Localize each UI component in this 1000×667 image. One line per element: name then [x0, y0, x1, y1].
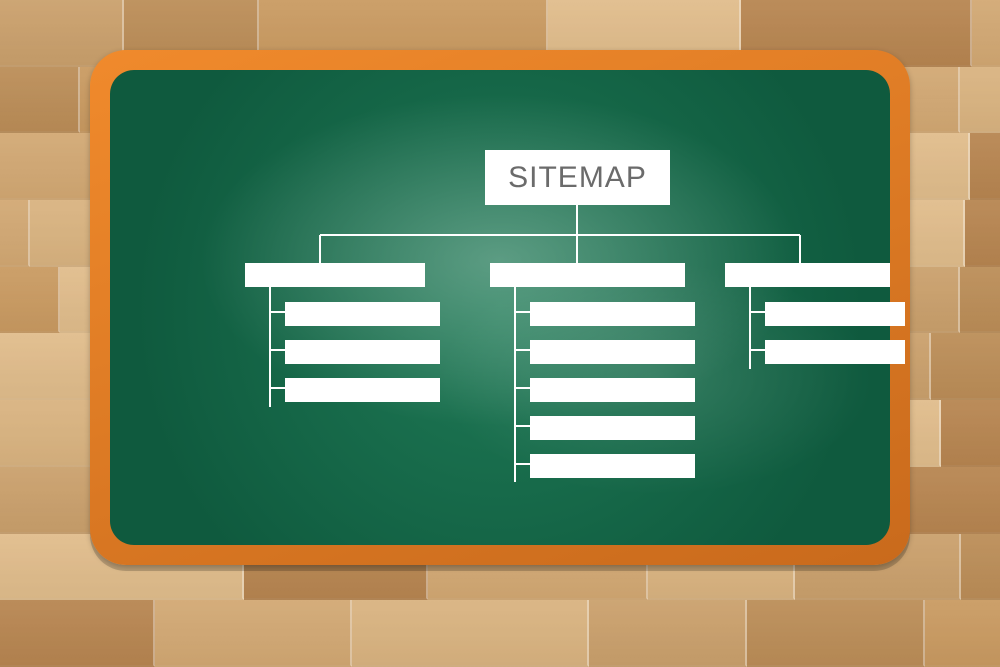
wood-plank — [589, 600, 747, 667]
sitemap-leaf-b-2 — [530, 378, 695, 402]
connector-leaf-tick-b-1 — [515, 349, 530, 351]
connector-leaf-tick-b-3 — [515, 425, 530, 427]
sitemap-leaf-a-1 — [285, 340, 440, 364]
sitemap-leaf-b-4 — [530, 454, 695, 478]
sitemap-root-node: SITEMAP — [485, 150, 670, 205]
wood-plank — [960, 267, 1000, 334]
connector-leaf-spine-b — [514, 287, 516, 482]
wood-plank — [941, 400, 1000, 467]
chalkboard-surface: SITEMAP — [110, 70, 890, 545]
sitemap-leaf-b-1 — [530, 340, 695, 364]
wood-plank — [960, 67, 1000, 134]
wood-plank — [972, 0, 1000, 67]
connector-root-drop — [576, 205, 578, 235]
connector-leaf-spine-c — [749, 287, 751, 369]
wood-plank — [0, 267, 60, 334]
connector-leaf-tick-c-1 — [750, 349, 765, 351]
sitemap-branch-head-b — [490, 263, 685, 287]
wood-row — [0, 600, 1000, 667]
connector-leaf-tick-c-0 — [750, 311, 765, 313]
connector-leaf-tick-b-4 — [515, 463, 530, 465]
sitemap-leaf-c-1 — [765, 340, 905, 364]
connector-branch-drop-b — [576, 235, 578, 263]
sitemap-title: SITEMAP — [508, 161, 647, 195]
sitemap-leaf-a-0 — [285, 302, 440, 326]
sitemap-leaf-a-2 — [285, 378, 440, 402]
connector-leaf-tick-b-0 — [515, 311, 530, 313]
wood-plank — [0, 67, 80, 134]
connector-leaf-tick-b-2 — [515, 387, 530, 389]
wood-plank — [965, 200, 1000, 267]
connector-hbar — [320, 234, 800, 236]
sitemap-diagram: SITEMAP — [110, 70, 890, 545]
wood-plank — [155, 600, 353, 667]
sitemap-branch-head-c — [725, 263, 890, 287]
wood-plank — [961, 534, 1000, 601]
sitemap-leaf-b-0 — [530, 302, 695, 326]
connector-leaf-tick-a-1 — [270, 349, 285, 351]
sitemap-leaf-b-3 — [530, 416, 695, 440]
chalkboard: SITEMAP — [90, 50, 910, 565]
wood-plank — [0, 200, 30, 267]
connector-leaf-tick-a-0 — [270, 311, 285, 313]
connector-branch-drop-a — [319, 235, 321, 263]
connector-branch-drop-c — [799, 235, 801, 263]
wood-plank — [970, 133, 1000, 200]
sitemap-leaf-c-0 — [765, 302, 905, 326]
wood-plank — [352, 600, 589, 667]
wood-plank — [931, 333, 1000, 400]
wood-plank — [925, 600, 1000, 667]
connector-leaf-tick-a-2 — [270, 387, 285, 389]
wood-plank — [747, 600, 925, 667]
wood-plank — [0, 600, 155, 667]
sitemap-branch-head-a — [245, 263, 425, 287]
connector-leaf-spine-a — [269, 287, 271, 407]
stage: SITEMAP — [0, 0, 1000, 667]
